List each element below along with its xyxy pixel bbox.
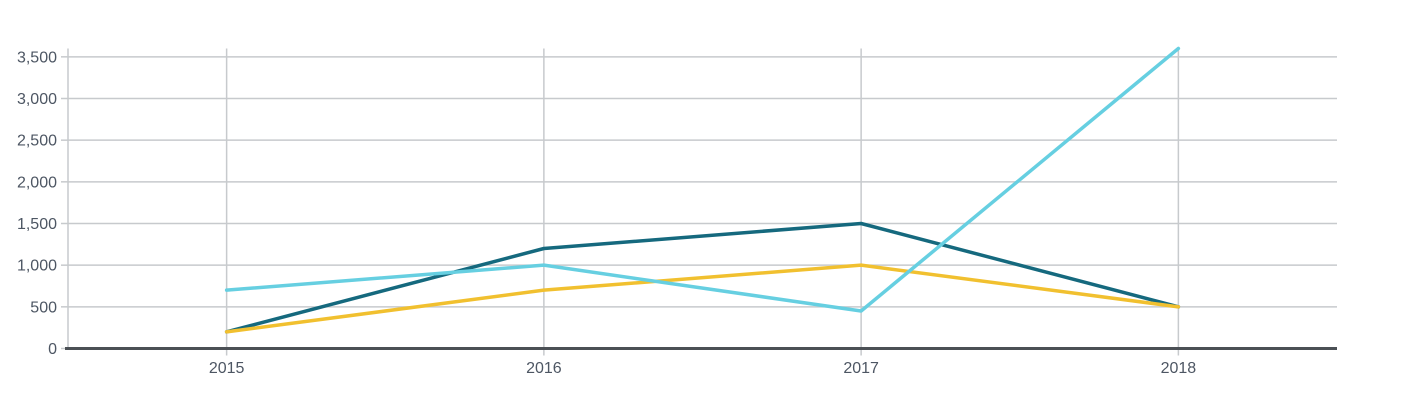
series-line-yellow xyxy=(224,263,1181,334)
y-axis-label: 2,500 xyxy=(17,133,57,150)
series-line-teal xyxy=(224,221,1181,334)
x-axis-label: 2016 xyxy=(526,360,562,377)
y-axis-label: 500 xyxy=(30,299,57,316)
y-axis-label: 1,500 xyxy=(17,216,57,233)
x-axis-label: 2015 xyxy=(209,360,245,377)
y-axis-label: 3,000 xyxy=(17,91,57,108)
series-line-cyan xyxy=(224,46,1181,313)
y-axis-label: 1,000 xyxy=(17,258,57,275)
y-axis-label: 0 xyxy=(48,341,57,358)
y-axis-label: 3,500 xyxy=(17,49,57,66)
x-axis-label: 2017 xyxy=(843,360,879,377)
y-axis-label: 2,000 xyxy=(17,174,57,191)
x-axis-label: 2018 xyxy=(1161,360,1197,377)
